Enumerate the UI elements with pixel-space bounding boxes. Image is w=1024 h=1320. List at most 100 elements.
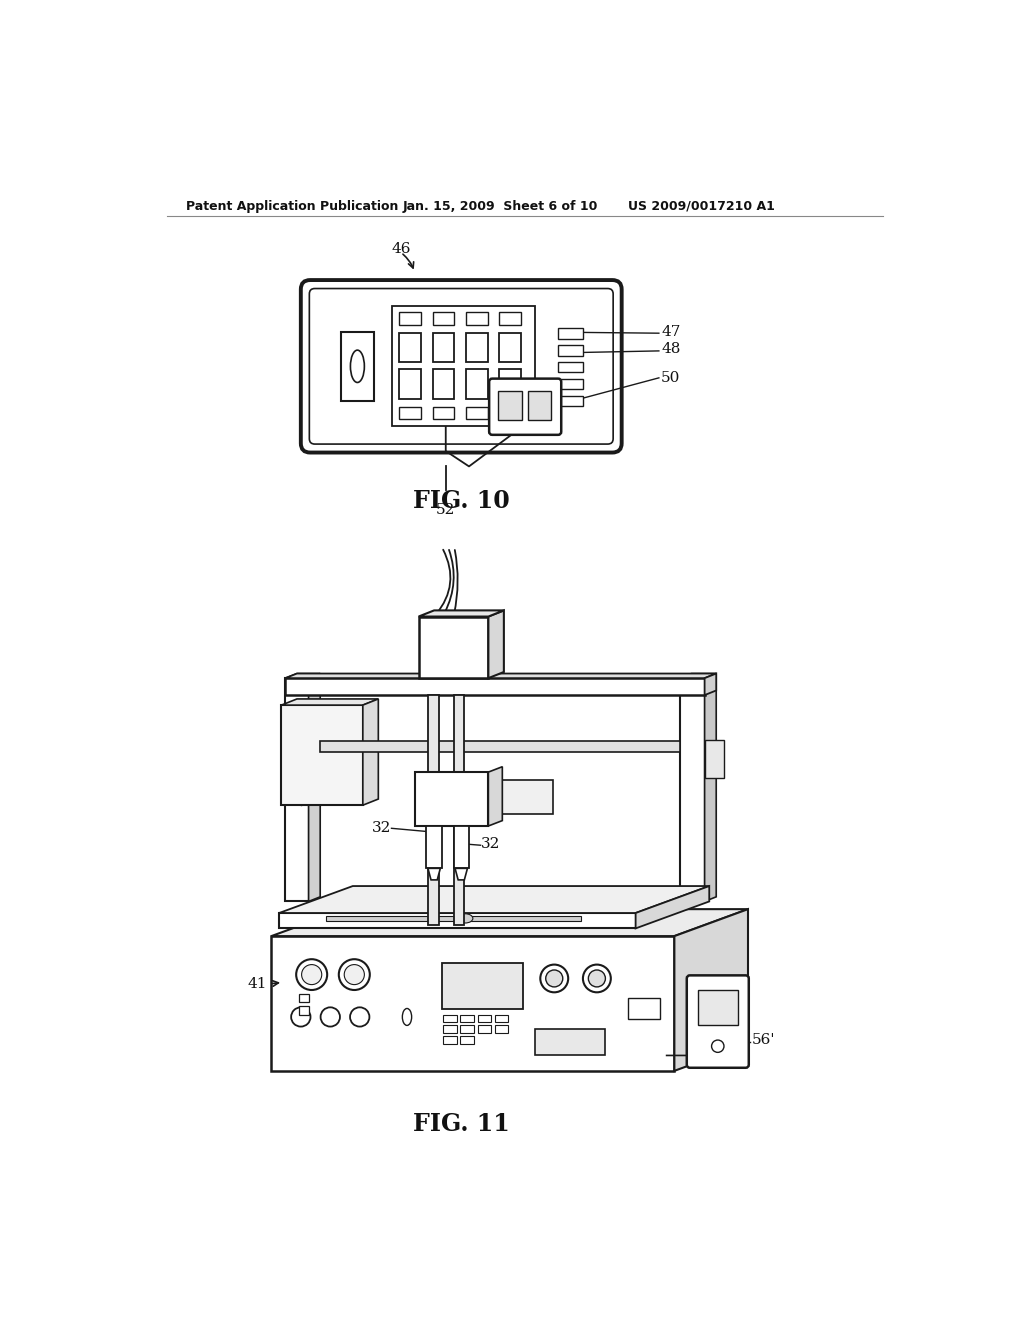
Ellipse shape — [546, 970, 563, 987]
Bar — [426, 826, 442, 869]
Bar — [477, 1015, 490, 1022]
Bar — [341, 331, 374, 401]
Ellipse shape — [350, 1007, 370, 1027]
Text: 41: 41 — [248, 977, 267, 991]
Bar — [500, 313, 521, 325]
Text: FIG. 11: FIG. 11 — [413, 1111, 510, 1135]
Polygon shape — [680, 673, 716, 678]
Bar — [282, 705, 362, 805]
Bar — [535, 1028, 604, 1056]
Ellipse shape — [339, 960, 370, 990]
Text: 47: 47 — [662, 325, 681, 339]
Polygon shape — [428, 869, 440, 880]
Polygon shape — [705, 673, 716, 696]
Ellipse shape — [350, 350, 365, 383]
Bar — [705, 739, 724, 779]
Text: 56: 56 — [539, 895, 558, 908]
Bar — [495, 1026, 508, 1034]
FancyBboxPatch shape — [489, 379, 561, 434]
Bar — [500, 407, 521, 420]
Text: FIG. 10: FIG. 10 — [413, 490, 510, 513]
Polygon shape — [286, 673, 716, 678]
Bar — [428, 696, 438, 924]
Ellipse shape — [541, 965, 568, 993]
Polygon shape — [419, 610, 504, 616]
Bar — [399, 370, 421, 399]
Polygon shape — [362, 700, 378, 805]
Ellipse shape — [712, 1040, 724, 1052]
Polygon shape — [488, 767, 503, 826]
Polygon shape — [282, 700, 378, 705]
Bar — [399, 407, 421, 420]
Text: US 2009/0017210 A1: US 2009/0017210 A1 — [628, 199, 775, 213]
Text: Patent Application Publication: Patent Application Publication — [186, 199, 398, 213]
Bar — [454, 696, 464, 924]
Bar — [477, 1026, 490, 1034]
Ellipse shape — [321, 1007, 340, 1027]
Polygon shape — [455, 869, 467, 880]
Ellipse shape — [402, 1008, 412, 1026]
Bar — [391, 306, 535, 426]
Bar — [558, 379, 583, 389]
Bar — [528, 391, 551, 420]
Bar — [286, 678, 705, 696]
Polygon shape — [286, 673, 321, 678]
Ellipse shape — [458, 913, 473, 923]
Bar — [466, 407, 487, 420]
Bar — [466, 313, 487, 325]
Text: 48: 48 — [662, 342, 681, 356]
Polygon shape — [705, 673, 716, 902]
Bar — [271, 936, 675, 1071]
Bar — [299, 1006, 309, 1015]
Polygon shape — [308, 673, 321, 902]
Bar — [466, 333, 487, 363]
Polygon shape — [636, 886, 710, 928]
Bar — [500, 333, 521, 363]
Text: 54: 54 — [283, 721, 302, 735]
Bar — [432, 333, 455, 363]
Bar — [461, 1036, 474, 1044]
Bar — [443, 1036, 457, 1044]
Bar — [432, 313, 455, 325]
Ellipse shape — [291, 1007, 310, 1027]
FancyBboxPatch shape — [687, 975, 749, 1068]
Text: Jan. 15, 2009  Sheet 6 of 10: Jan. 15, 2009 Sheet 6 of 10 — [403, 199, 598, 213]
Bar — [628, 998, 660, 1019]
Bar — [443, 1026, 457, 1034]
Polygon shape — [675, 909, 748, 1071]
Polygon shape — [271, 909, 748, 936]
Text: 32: 32 — [372, 821, 391, 836]
Bar — [280, 913, 636, 928]
Bar — [558, 396, 583, 407]
Bar — [495, 1015, 508, 1022]
Bar — [399, 313, 421, 325]
Bar — [558, 327, 583, 339]
Bar — [299, 994, 309, 1002]
Text: 46: 46 — [391, 243, 411, 256]
Ellipse shape — [344, 965, 365, 985]
Bar — [326, 916, 582, 921]
Bar — [461, 1026, 474, 1034]
Bar — [461, 1015, 474, 1022]
Bar — [680, 678, 705, 902]
Text: 52: 52 — [436, 503, 456, 517]
Polygon shape — [488, 610, 504, 678]
Bar — [443, 1015, 457, 1022]
Ellipse shape — [302, 965, 322, 985]
Bar — [499, 391, 521, 420]
Bar — [697, 990, 738, 1024]
Bar — [503, 780, 553, 814]
Bar — [432, 407, 455, 420]
Bar — [286, 678, 308, 902]
Bar — [419, 616, 488, 678]
Bar — [432, 370, 455, 399]
Bar — [466, 370, 487, 399]
Polygon shape — [280, 886, 710, 913]
Ellipse shape — [296, 960, 328, 990]
Bar — [500, 370, 521, 399]
Bar — [442, 964, 523, 1010]
Bar — [558, 345, 583, 355]
Bar — [399, 333, 421, 363]
Bar — [321, 742, 680, 752]
Bar — [454, 826, 469, 869]
